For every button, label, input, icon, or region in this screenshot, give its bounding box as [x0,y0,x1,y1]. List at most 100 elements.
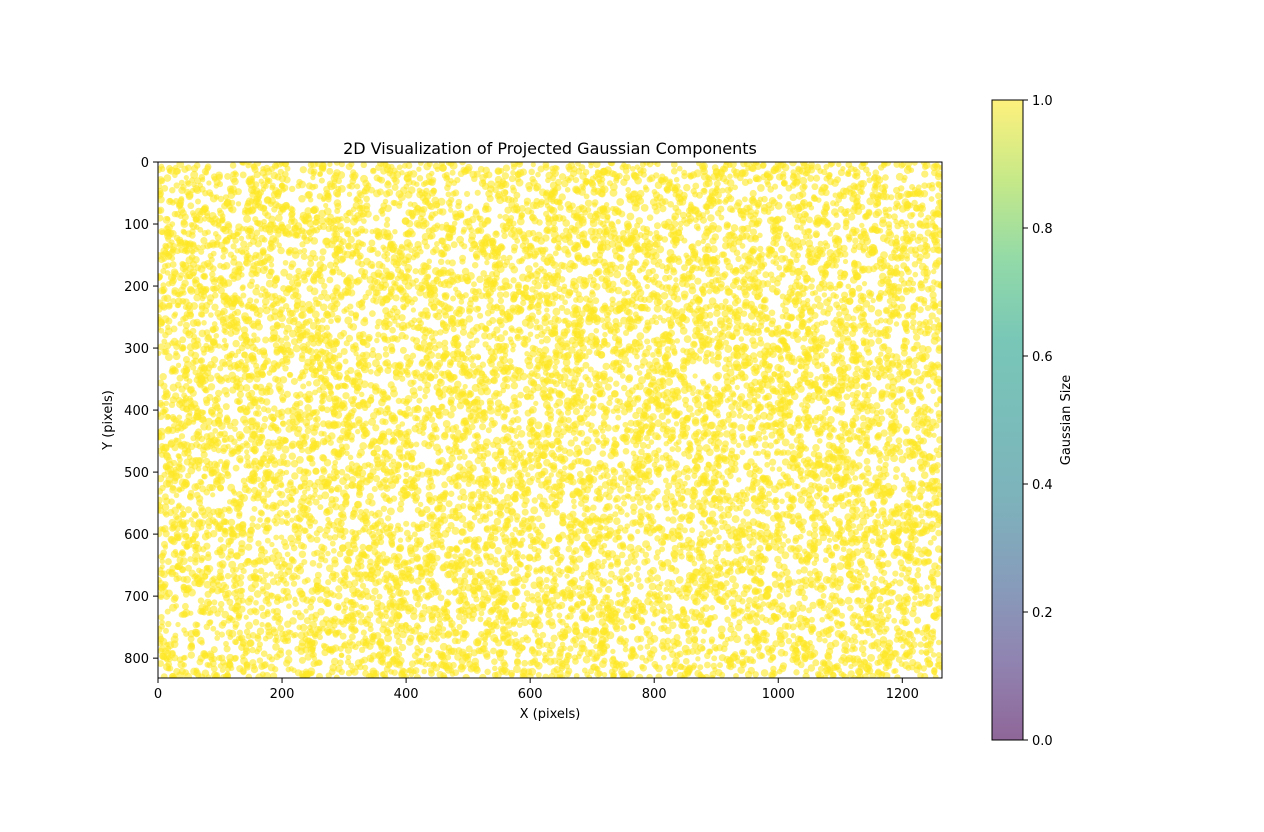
scatter-point [501,412,508,419]
scatter-point [160,268,167,274]
scatter-point [909,397,917,405]
scatter-point [764,461,771,468]
scatter-point [666,248,675,257]
scatter-point [767,442,775,449]
scatter-point [358,658,365,665]
scatter-point [764,392,773,401]
scatter-point [227,518,236,527]
scatter-point [160,673,168,678]
scatter-point [852,237,859,245]
scatter-point [252,618,260,626]
scatter-point [197,265,206,273]
scatter-point [166,164,173,172]
scatter-point [674,446,682,453]
scatter-point [236,629,243,636]
scatter-point [678,553,685,560]
scatter-point [413,441,420,448]
scatter-point [692,373,698,379]
scatter-point [466,331,475,339]
scatter-point [685,629,692,635]
scatter-point [644,283,650,290]
scatter-point [163,174,172,182]
scatter-point [496,291,504,299]
scatter-point [530,162,536,168]
scatter-point [665,418,671,424]
scatter-point [589,409,597,417]
scatter-point [759,565,766,571]
scatter-point [581,512,587,518]
scatter-point [646,214,654,221]
scatter-point [865,349,872,356]
scatter-point [376,188,384,196]
scatter-point [344,556,353,565]
scatter-point [323,294,332,302]
scatter-point [823,487,830,493]
scatter-point [158,177,166,185]
scatter-point [718,633,726,640]
scatter-point [861,280,868,287]
scatter-point [862,639,868,645]
scatter-point [225,555,231,561]
scatter-point [853,638,859,645]
scatter-point [914,571,922,579]
scatter-point [836,247,843,255]
scatter-point [204,590,212,598]
scatter-point [196,658,204,666]
scatter-point [194,621,201,628]
scatter-point [724,186,732,194]
scatter-point [822,637,828,644]
scatter-point [669,516,677,524]
scatter-point [893,466,901,473]
scatter-point [876,451,884,460]
scatter-point [298,550,307,559]
scatter-point [613,270,622,279]
scatter-point [382,351,390,358]
scatter-point [360,629,367,636]
scatter-point [564,409,572,416]
scatter-point [614,558,622,566]
scatter-point [290,377,298,385]
scatter-point [562,465,568,471]
scatter-point [525,471,531,478]
scatter-point [256,641,263,648]
scatter-point [249,515,256,522]
scatter-point [911,162,918,166]
scatter-point [243,614,249,620]
scatter-point [244,449,250,455]
scatter-point [853,548,861,557]
scatter-point [656,502,662,509]
scatter-point [328,496,336,503]
scatter-point [902,287,911,296]
scatter-point [398,314,406,322]
scatter-point [368,499,376,507]
scatter-point [697,664,704,671]
scatter-point [280,268,289,277]
scatter-point [552,324,558,331]
scatter-point [497,297,505,305]
scatter-point [634,353,640,360]
scatter-point [564,187,571,193]
scatter-point [797,496,806,504]
scatter-point [329,224,338,233]
scatter-point [441,481,448,489]
scatter-point [635,528,641,535]
scatter-point [312,467,320,475]
scatter-point [191,511,199,518]
scatter-point [654,222,661,230]
scatter-point [313,348,320,355]
scatter-point [650,352,656,358]
scatter-point [289,517,295,523]
scatter-point [855,462,863,470]
scatter-point [736,477,742,483]
scatter-point [600,412,609,421]
scatter-point [613,517,621,526]
scatter-point [239,171,247,179]
scatter-point [163,400,169,406]
scatter-point [476,275,484,284]
scatter-point [777,353,784,360]
scatter-point [622,421,629,428]
scatter-point [230,243,237,250]
scatter-point [623,611,631,619]
scatter-point [405,638,414,646]
scatter-point [785,538,792,544]
